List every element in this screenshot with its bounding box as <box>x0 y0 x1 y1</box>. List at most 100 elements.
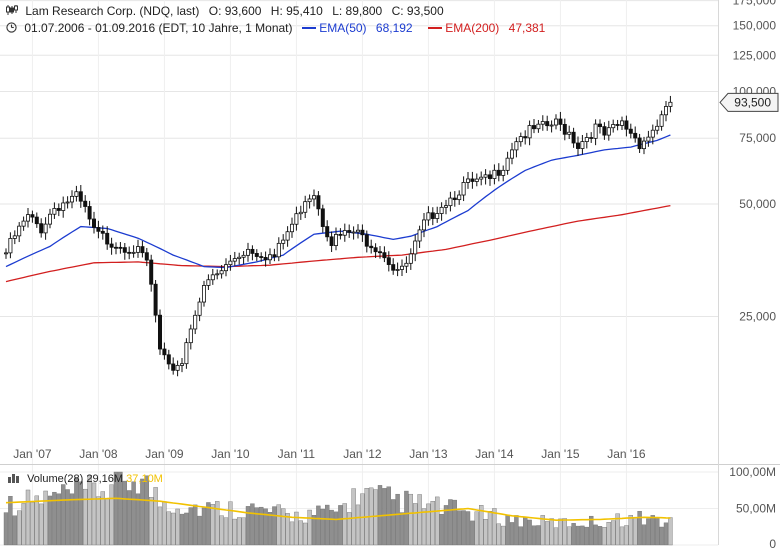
candle <box>624 115 629 137</box>
candle-body <box>373 247 378 253</box>
candle <box>114 242 119 255</box>
candle-body <box>496 169 501 176</box>
candle <box>206 274 211 290</box>
candle-body <box>135 246 140 253</box>
candle <box>408 248 413 270</box>
candle <box>523 130 528 145</box>
candle-body <box>245 248 250 256</box>
candle-body <box>316 195 321 210</box>
candle-body <box>518 136 523 143</box>
candle <box>4 248 9 259</box>
volume-bar <box>523 516 528 546</box>
ema50-label: EMA(50) <box>319 21 367 35</box>
candle <box>646 130 651 147</box>
time-tick-label: Jan '14 <box>475 447 514 461</box>
candle <box>201 280 206 307</box>
volume-avg-line <box>5 497 671 522</box>
candle-body <box>267 254 272 261</box>
candle-body <box>162 348 167 356</box>
time-tick-label: Jan '13 <box>409 447 448 461</box>
candle-body <box>250 248 255 254</box>
volume-bar <box>307 509 312 546</box>
candle <box>43 217 48 240</box>
volume-bar <box>140 478 145 546</box>
candle <box>219 265 224 279</box>
volume-bar <box>668 517 673 546</box>
candle <box>355 224 360 239</box>
clock-icon[interactable] <box>6 22 17 33</box>
ema50-layer <box>5 134 671 269</box>
candle-body <box>61 202 66 211</box>
candle <box>496 163 501 182</box>
volume-bar <box>624 525 629 546</box>
candle-body <box>39 223 44 234</box>
volume-bar <box>527 519 532 546</box>
volume-bar <box>281 508 286 546</box>
candle-body <box>421 219 426 231</box>
volume-bar <box>148 497 154 546</box>
candle-body <box>642 140 647 150</box>
volume-bar <box>443 505 449 546</box>
volume-bar <box>210 504 216 546</box>
volume-avg-value: 37,10M <box>126 473 163 485</box>
candle-body <box>527 125 532 139</box>
volume-bar <box>56 493 61 546</box>
volume-bar <box>219 515 224 546</box>
candle <box>70 190 75 209</box>
volume-bar <box>545 521 550 546</box>
candle-body <box>668 101 673 107</box>
candle-body <box>611 124 616 129</box>
candle-body <box>532 125 537 130</box>
volume-bar <box>8 496 13 546</box>
candle <box>562 118 567 141</box>
candle-body <box>333 233 338 246</box>
volume-bar <box>201 507 207 546</box>
candle-body <box>215 273 220 276</box>
volume-bar <box>452 499 457 546</box>
volume-bars-layer <box>3 471 673 546</box>
volume-bar <box>285 513 290 546</box>
candle <box>492 164 497 185</box>
candle-body <box>360 229 365 236</box>
candle-body <box>430 212 435 219</box>
candle <box>505 151 510 175</box>
volume-bars-icon[interactable] <box>8 473 20 483</box>
candle <box>501 165 506 182</box>
candle-body <box>598 123 603 128</box>
candle <box>100 225 105 240</box>
candle-body <box>8 238 13 254</box>
candle-body <box>602 126 607 136</box>
volume-bar <box>166 511 172 546</box>
candle-body <box>523 136 528 139</box>
volume-tick-label: 50,00M <box>736 502 776 516</box>
candle-body <box>452 197 457 201</box>
candle <box>294 206 299 231</box>
candle <box>215 269 220 280</box>
candle <box>584 132 589 149</box>
candle-body <box>294 213 299 225</box>
candle <box>241 251 246 264</box>
candle <box>325 220 330 242</box>
volume-bar <box>404 490 409 546</box>
volume-bar <box>259 506 264 546</box>
candle <box>303 195 308 219</box>
last-price-tag-text: 93,500 <box>734 95 771 109</box>
time-tick-label: Jan '12 <box>343 447 382 461</box>
candle <box>175 360 180 377</box>
candle-body <box>171 363 176 371</box>
candle-body <box>289 223 294 233</box>
candle-body <box>281 239 286 244</box>
candle-body <box>100 230 105 234</box>
volume-bar <box>3 512 9 546</box>
volume-bar <box>509 522 515 546</box>
candle <box>417 225 422 248</box>
candle <box>12 230 17 245</box>
candle <box>320 204 325 233</box>
candle-body <box>351 231 356 234</box>
candle-body <box>17 225 22 237</box>
volume-legend: Volume(28) 29,16M 37,10M <box>8 473 163 485</box>
chart-type-icon[interactable] <box>6 4 18 16</box>
candle-body <box>448 197 453 207</box>
candle-body <box>479 176 484 180</box>
candle-body <box>96 227 101 232</box>
